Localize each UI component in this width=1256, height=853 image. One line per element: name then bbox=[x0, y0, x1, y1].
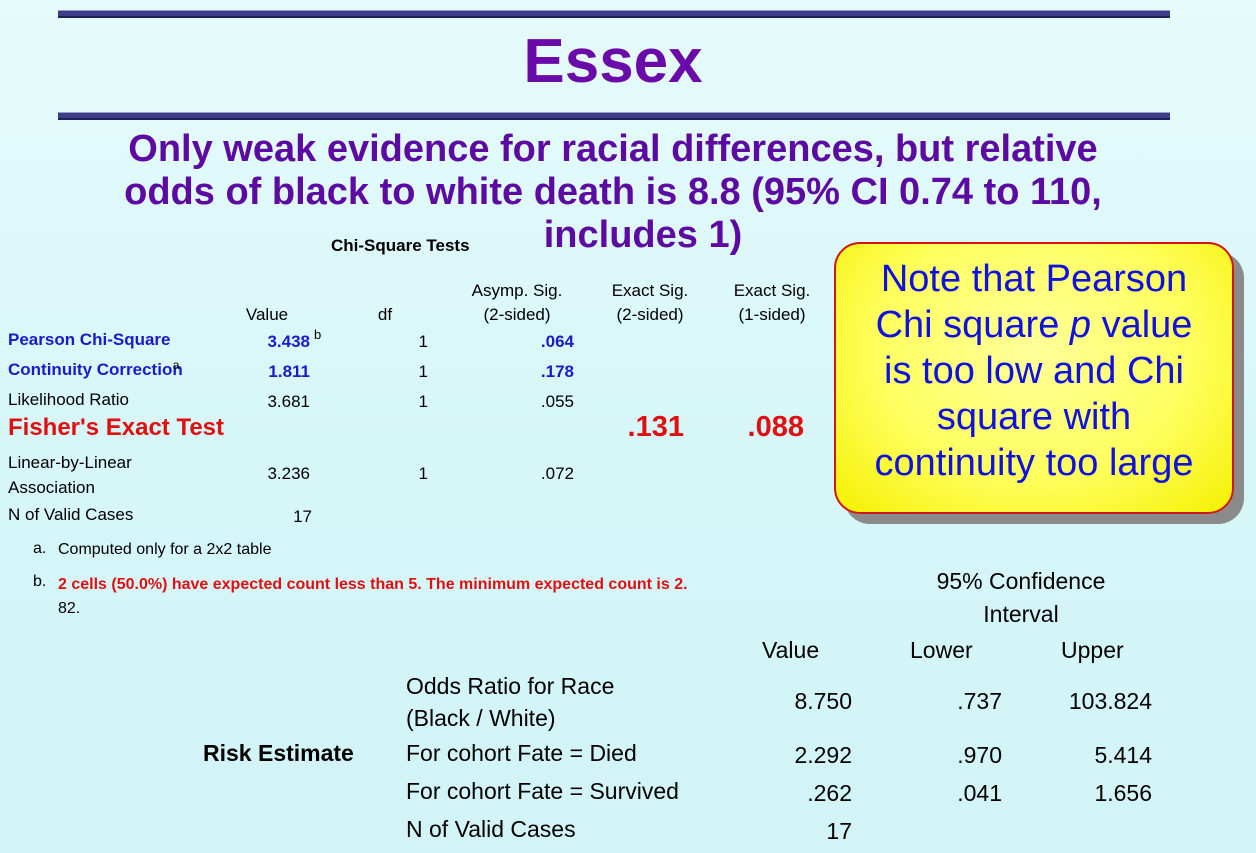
header-exact2-line2: (2-sided) bbox=[616, 305, 684, 324]
note-line-2-pre: Chi square bbox=[875, 304, 1070, 346]
risk-row-label-odds: Odds Ratio for Race (Black / White) bbox=[406, 670, 614, 734]
linear-asymp: .072 bbox=[540, 464, 574, 483]
linear-value: 3.236 bbox=[267, 464, 310, 483]
subtitle-line-1: Only weak evidence for racial difference… bbox=[128, 128, 1098, 170]
chi-square-title: Chi-Square Tests bbox=[331, 236, 470, 255]
odds-label-line1: Odds Ratio for Race bbox=[406, 673, 615, 699]
row-label-continuity: Continuity Correctiona bbox=[8, 358, 189, 380]
pearson-footnote-marker: b bbox=[314, 327, 322, 342]
slide-subtitle: Only weak evidence for racial difference… bbox=[60, 128, 1166, 257]
survived-lower: .041 bbox=[957, 780, 1002, 806]
header-exact-1sided: Exact Sig. (1-sided) bbox=[716, 279, 828, 327]
odds-value: 8.750 bbox=[794, 688, 852, 714]
note-line-2-post: value bbox=[1091, 304, 1193, 346]
title-rule bbox=[58, 112, 1170, 120]
risk-header-value: Value bbox=[762, 637, 820, 663]
died-upper: 5.414 bbox=[1094, 742, 1152, 768]
footnote-a-text: Computed only for a 2x2 table bbox=[58, 541, 272, 558]
note-line-2: Chi square p value bbox=[836, 302, 1232, 348]
header-exact1-line1: Exact Sig. bbox=[733, 281, 811, 300]
row-label-pearson: Pearson Chi-Square bbox=[8, 330, 171, 349]
callout-note: Note that Pearson Chi square p value is … bbox=[834, 242, 1234, 514]
row-label-linear: Linear-by-Linear Association bbox=[8, 450, 132, 500]
continuity-value: 1.811 bbox=[268, 362, 310, 381]
footnote-a-marker: a. bbox=[33, 540, 47, 557]
footnote-b-text: 2 cells (50.0%) have expected count less… bbox=[58, 576, 688, 593]
likelihood-value: 3.681 bbox=[267, 392, 310, 411]
linear-label-line2: Association bbox=[8, 478, 95, 497]
pearson-df: 1 bbox=[418, 332, 428, 351]
pearson-asymp: .064 bbox=[540, 332, 574, 351]
note-line-3: is too low and Chi bbox=[884, 350, 1184, 392]
header-asymp-sig: Asymp. Sig. (2-sided) bbox=[455, 279, 579, 327]
risk-header-lower: Lower bbox=[910, 637, 973, 663]
continuity-df: 1 bbox=[418, 362, 428, 381]
risk-row-label-died: For cohort Fate = Died bbox=[406, 740, 637, 766]
died-lower: .970 bbox=[957, 742, 1002, 768]
likelihood-asymp: .055 bbox=[540, 392, 574, 411]
risk-n-valid-value: 17 bbox=[826, 818, 852, 844]
odds-upper: 103.824 bbox=[1068, 688, 1152, 714]
subtitle-line-2: odds of black to white death is 8.8 (95%… bbox=[124, 171, 1102, 213]
header-asymp-line2: (2-sided) bbox=[483, 305, 551, 324]
ci-header: 95% Confidence Interval bbox=[910, 565, 1132, 631]
header-exact-2sided: Exact Sig. (2-sided) bbox=[594, 279, 706, 327]
odds-lower: .737 bbox=[957, 688, 1002, 714]
fisher-exact-1sided: .088 bbox=[747, 411, 804, 443]
row-label-n-valid: N of Valid Cases bbox=[8, 505, 134, 524]
continuity-footnote-marker: a bbox=[172, 358, 180, 372]
survived-upper: 1.656 bbox=[1094, 780, 1152, 806]
header-value: Value bbox=[245, 305, 289, 324]
odds-label-line2: (Black / White) bbox=[406, 705, 556, 731]
note-line-1: Note that Pearson bbox=[880, 258, 1188, 300]
linear-label-line1: Linear-by-Linear bbox=[8, 453, 132, 472]
survived-value: .262 bbox=[807, 780, 852, 806]
fisher-exact-2sided: .131 bbox=[627, 411, 684, 443]
footnote-b-text-cont: 82. bbox=[58, 600, 81, 617]
row-label-fisher: Fisher's Exact Test bbox=[8, 414, 225, 441]
note-line-5: continuity too large bbox=[874, 442, 1194, 484]
continuity-asymp: .178 bbox=[540, 362, 574, 381]
note-p-italic: p bbox=[1069, 304, 1092, 346]
header-asymp-line1: Asymp. Sig. bbox=[471, 281, 563, 300]
linear-df: 1 bbox=[418, 464, 428, 483]
top-rule bbox=[58, 10, 1170, 18]
likelihood-df: 1 bbox=[418, 392, 428, 411]
risk-row-label-n-valid: N of Valid Cases bbox=[406, 816, 576, 842]
slide-title: Essex bbox=[523, 27, 703, 96]
header-exact2-line1: Exact Sig. bbox=[611, 281, 689, 300]
continuity-label-text: Continuity Correction bbox=[8, 360, 183, 379]
died-value: 2.292 bbox=[794, 742, 852, 768]
subtitle-line-3: includes 1) bbox=[543, 214, 743, 256]
pearson-value: 3.438 bbox=[267, 332, 310, 351]
risk-title: Risk Estimate bbox=[203, 740, 354, 766]
n-valid-value: 17 bbox=[293, 507, 312, 526]
ci-header-line1: 95% Confidence bbox=[936, 568, 1106, 594]
note-line-4: square with bbox=[936, 396, 1132, 438]
ci-header-line2: Interval bbox=[983, 601, 1059, 627]
risk-row-label-survived: For cohort Fate = Survived bbox=[406, 778, 679, 804]
header-df: df bbox=[377, 305, 393, 324]
footnote-b-marker: b. bbox=[33, 573, 47, 590]
risk-header-upper: Upper bbox=[1061, 637, 1124, 663]
row-label-likelihood: Likelihood Ratio bbox=[8, 390, 129, 409]
header-exact1-line2: (1-sided) bbox=[738, 305, 806, 324]
